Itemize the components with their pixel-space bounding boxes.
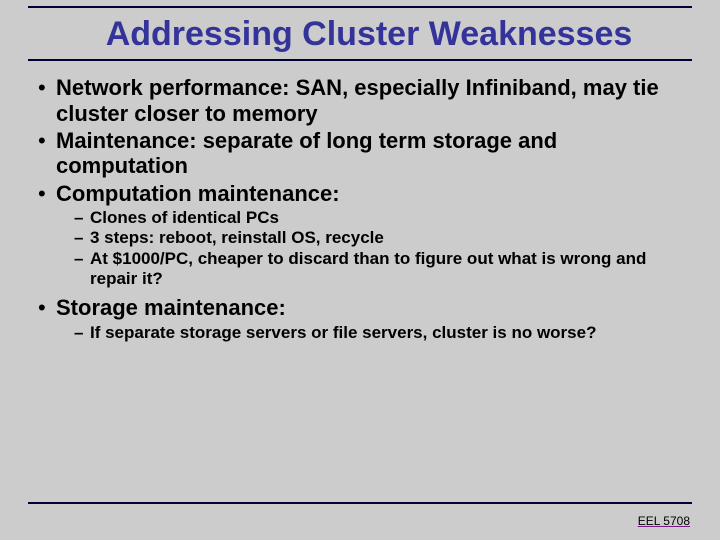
title-rule xyxy=(28,59,692,61)
list-subitem: – At $1000/PC, cheaper to discard than t… xyxy=(74,249,692,290)
list-item: • Computation maintenance: xyxy=(38,181,692,206)
bullet-icon: • xyxy=(38,75,56,100)
list-item: • Maintenance: separate of long term sto… xyxy=(38,128,692,179)
list-item-text: Storage maintenance: xyxy=(56,295,286,320)
bullet-icon: • xyxy=(38,181,56,206)
list-item-text: Computation maintenance: xyxy=(56,181,340,206)
dash-icon: – xyxy=(74,323,90,343)
list-item-text: Maintenance: separate of long term stora… xyxy=(56,128,692,179)
bullet-icon: • xyxy=(38,128,56,153)
list-subitem-text: At $1000/PC, cheaper to discard than to … xyxy=(90,249,692,290)
slide: Addressing Cluster Weaknesses • Network … xyxy=(28,6,692,500)
dash-icon: – xyxy=(74,208,90,228)
list-subitem-text: 3 steps: reboot, reinstall OS, recycle xyxy=(90,228,384,248)
list-subitem: – Clones of identical PCs xyxy=(74,208,692,228)
dash-icon: – xyxy=(74,249,90,269)
list-subitem-text: Clones of identical PCs xyxy=(90,208,279,228)
list-item: • Network performance: SAN, especially I… xyxy=(38,75,692,126)
list-subitem: – 3 steps: reboot, reinstall OS, recycle xyxy=(74,228,692,248)
list-item: • Storage maintenance: xyxy=(38,295,692,320)
top-rule xyxy=(28,6,692,8)
bottom-rule xyxy=(28,502,692,504)
footer-course-code: EEL 5708 xyxy=(638,514,690,528)
list-subitem-text: If separate storage servers or file serv… xyxy=(90,323,596,343)
bullet-icon: • xyxy=(38,295,56,320)
dash-icon: – xyxy=(74,228,90,248)
list-subitem: – If separate storage servers or file se… xyxy=(74,323,692,343)
list-item-text: Network performance: SAN, especially Inf… xyxy=(56,75,692,126)
slide-title: Addressing Cluster Weaknesses xyxy=(28,12,692,59)
bullet-list: • Network performance: SAN, especially I… xyxy=(28,75,692,343)
